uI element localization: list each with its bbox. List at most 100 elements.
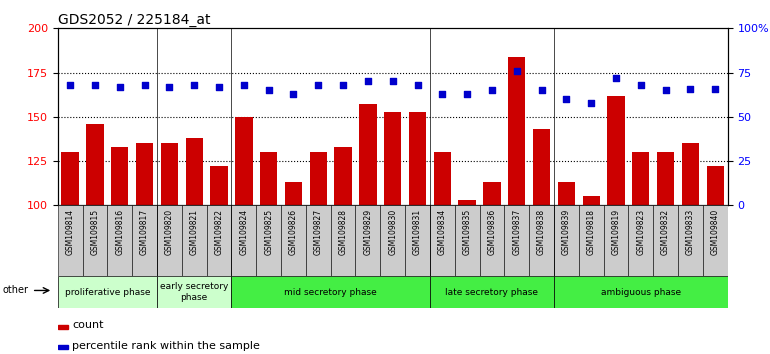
Point — [535, 87, 547, 93]
Bar — [58, 205, 82, 276]
Bar — [455, 205, 480, 276]
Point — [188, 82, 200, 88]
Bar — [434, 152, 451, 354]
Point — [64, 82, 76, 88]
Text: GSM109814: GSM109814 — [65, 209, 75, 255]
Bar — [554, 205, 579, 276]
Text: GSM109818: GSM109818 — [587, 209, 596, 255]
Bar — [484, 182, 500, 354]
Bar — [182, 205, 206, 276]
Bar — [111, 147, 129, 354]
Point — [263, 87, 275, 93]
Text: GSM109824: GSM109824 — [239, 209, 249, 255]
Bar — [582, 196, 600, 354]
Bar — [157, 276, 232, 308]
Text: early secretory
phase: early secretory phase — [160, 282, 229, 302]
Bar — [235, 117, 253, 354]
Text: GSM109816: GSM109816 — [116, 209, 124, 255]
Bar — [384, 112, 401, 354]
Point — [709, 86, 721, 91]
Point — [561, 96, 573, 102]
Text: GSM109821: GSM109821 — [189, 209, 199, 255]
Bar — [557, 182, 575, 354]
Point — [238, 82, 250, 88]
Text: late secretory phase: late secretory phase — [445, 287, 538, 297]
Bar — [554, 276, 728, 308]
Text: GSM109834: GSM109834 — [438, 209, 447, 255]
Bar — [480, 205, 504, 276]
Bar — [359, 104, 377, 354]
Text: GSM109815: GSM109815 — [90, 209, 99, 255]
Text: percentile rank within the sample: percentile rank within the sample — [72, 341, 260, 351]
Text: GSM109831: GSM109831 — [413, 209, 422, 255]
Bar — [260, 152, 277, 354]
Point — [287, 91, 300, 97]
Bar — [529, 205, 554, 276]
Text: GSM109838: GSM109838 — [537, 209, 546, 255]
Bar — [628, 205, 653, 276]
Bar — [409, 112, 427, 354]
Point — [362, 79, 374, 84]
Text: GSM109823: GSM109823 — [636, 209, 645, 255]
Text: GSM109825: GSM109825 — [264, 209, 273, 255]
Point — [436, 91, 448, 97]
Text: GSM109826: GSM109826 — [289, 209, 298, 255]
Bar — [508, 57, 525, 354]
Text: proliferative phase: proliferative phase — [65, 287, 150, 297]
Point — [411, 82, 424, 88]
Bar — [681, 143, 699, 354]
Point — [89, 82, 101, 88]
Text: GSM109827: GSM109827 — [313, 209, 323, 255]
Point — [659, 87, 671, 93]
Bar — [232, 276, 430, 308]
Bar — [579, 205, 604, 276]
Bar — [306, 205, 330, 276]
Text: GSM109822: GSM109822 — [215, 209, 223, 255]
Bar — [58, 276, 157, 308]
Point — [486, 87, 498, 93]
Bar — [136, 143, 153, 354]
Bar — [657, 152, 675, 354]
Bar — [82, 205, 107, 276]
Text: GSM109819: GSM109819 — [611, 209, 621, 255]
Bar — [707, 166, 724, 354]
Bar — [604, 205, 628, 276]
Bar — [62, 152, 79, 354]
Text: GSM109817: GSM109817 — [140, 209, 149, 255]
Text: GSM109832: GSM109832 — [661, 209, 670, 255]
Bar — [678, 205, 703, 276]
Bar — [86, 124, 104, 354]
Text: GSM109836: GSM109836 — [487, 209, 497, 255]
Bar — [310, 152, 327, 354]
Bar — [107, 205, 132, 276]
Text: GSM109839: GSM109839 — [562, 209, 571, 255]
Bar — [430, 276, 554, 308]
Bar — [58, 325, 68, 329]
Bar — [608, 96, 624, 354]
Text: GSM109837: GSM109837 — [512, 209, 521, 255]
Text: ambiguous phase: ambiguous phase — [601, 287, 681, 297]
Bar — [186, 138, 203, 354]
Bar — [504, 205, 529, 276]
Point — [585, 100, 598, 105]
Bar — [210, 166, 228, 354]
Point — [461, 91, 474, 97]
Bar — [533, 129, 551, 354]
Text: GDS2052 / 225184_at: GDS2052 / 225184_at — [58, 13, 210, 27]
Bar — [281, 205, 306, 276]
Point — [511, 68, 523, 74]
Point — [139, 82, 151, 88]
Text: GSM109829: GSM109829 — [363, 209, 373, 255]
Bar — [157, 205, 182, 276]
Text: GSM109840: GSM109840 — [711, 209, 720, 255]
Point — [387, 79, 399, 84]
Text: other: other — [3, 285, 29, 296]
Bar — [703, 205, 728, 276]
Text: GSM109820: GSM109820 — [165, 209, 174, 255]
Point — [337, 82, 350, 88]
Bar — [161, 143, 178, 354]
Text: GSM109833: GSM109833 — [686, 209, 695, 255]
Point — [312, 82, 324, 88]
Point — [213, 84, 225, 90]
Text: GSM109828: GSM109828 — [339, 209, 347, 255]
